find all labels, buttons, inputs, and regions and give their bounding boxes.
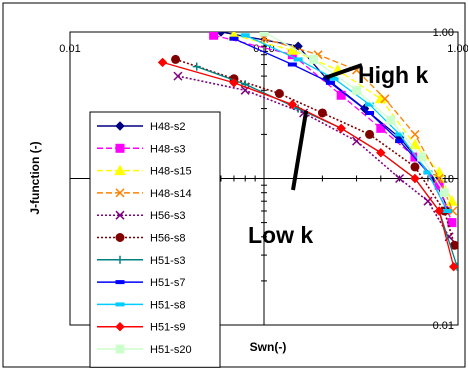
point-h48-s3 [209, 32, 219, 40]
point-h51-s9 [336, 123, 346, 134]
point-h51-s20 [417, 152, 427, 162]
point-h56-s8 [171, 54, 181, 64]
point-h51-s3 [192, 62, 201, 71]
legend-item-h56-s3: H56-s3 [97, 210, 185, 222]
legend-item-h51-s7: H51-s7 [97, 277, 185, 289]
legend-marker-h51-s3 [116, 255, 124, 264]
legend-box [89, 111, 221, 368]
point-h51-s9 [434, 206, 444, 216]
high-k-pointer [325, 63, 363, 80]
point-h48-s14 [448, 206, 458, 216]
y-tick-label: 1.00 [433, 27, 454, 39]
point-h48-s2 [216, 32, 226, 37]
legend-marker-h51-s8 [115, 302, 125, 307]
point-h51-s7 [325, 80, 335, 85]
point-h51-s8 [240, 33, 250, 38]
legend-marker-h51-s9 [115, 321, 125, 332]
point-h51-s9 [448, 261, 458, 272]
point-h56-s3 [352, 136, 362, 146]
legend-item-h51-s9: H51-s9 [97, 322, 185, 334]
legend-label-h48-s14: H48-s14 [150, 188, 192, 200]
series-line-h56-s8 [175, 58, 456, 246]
legend-label-h48-s2: H48-s2 [150, 121, 185, 133]
point-h48-s14 [380, 94, 390, 104]
point-h56-s8 [274, 89, 284, 99]
legend-item-h48-s3: H48-s3 [97, 143, 185, 155]
legend-label-h51-s20: H51-s20 [150, 344, 192, 356]
legend-item-h48-s15: H48-s15 [97, 164, 192, 178]
legend-marker-h48-s3 [115, 143, 125, 153]
series-line-h51-s9 [162, 61, 455, 267]
legend-label-h48-s15: H48-s15 [150, 166, 192, 178]
point-h51-s20 [439, 188, 449, 198]
high-k-label: High k [358, 62, 428, 88]
point-h51-s9 [410, 173, 420, 184]
point-h48-s14 [410, 129, 420, 139]
point-h51-s9 [157, 57, 168, 68]
point-h51-s7 [287, 62, 297, 67]
point-h51-s7 [365, 110, 375, 115]
series-line-h51-s20 [263, 32, 445, 194]
legend-label-h56-s3: H56-s3 [150, 210, 185, 222]
legend-marker-h51-s20 [115, 344, 125, 354]
legend-label-h48-s3: H48-s3 [150, 143, 185, 155]
legend-marker-h48-s2 [115, 121, 125, 131]
annotations: J-function (-) Swn(-) High k Low k [28, 62, 428, 354]
legend-label-h51-s8: H51-s8 [150, 299, 185, 311]
series-h51-s9 [157, 57, 458, 272]
point-h51-s20 [386, 115, 396, 125]
series-h51-s20 [259, 32, 449, 198]
legend-item-h51-s8: H51-s8 [97, 299, 185, 311]
point-h51-s8 [442, 209, 452, 214]
point-h51-s20 [259, 32, 269, 37]
x-axis-label: Swn(-) [250, 340, 287, 354]
legend-label-h51-s3: H51-s3 [150, 255, 185, 267]
legend-marker-h48-s14 [115, 188, 125, 198]
axes: 0.01 0.10 1.001.000.100.01 [59, 27, 468, 332]
legend-item-h48-s2: H48-s2 [97, 121, 185, 133]
x-tick-label: 1.00 [447, 43, 468, 55]
legend-marker-h48-s15 [114, 164, 126, 176]
point-h56-s8 [317, 108, 327, 118]
point-h56-s8 [365, 129, 375, 139]
legend-marker-h51-s7 [115, 280, 125, 285]
series-h51-s8 [240, 33, 452, 214]
point-h56-s3 [395, 173, 405, 184]
point-h56-s3 [173, 71, 183, 81]
point-h51-s7 [229, 36, 239, 41]
low-k-pointer [291, 110, 309, 191]
point-h51-s8 [329, 76, 339, 81]
point-h51-s9 [376, 147, 386, 158]
point-h51-s20 [352, 85, 362, 95]
legend-item-h51-s3: H51-s3 [97, 255, 185, 267]
y-axis-label: J-function (-) [28, 141, 42, 214]
y-tick-label: 0.01 [433, 320, 454, 332]
legend-marker-h56-s8 [115, 233, 125, 242]
legend-item-h51-s20: H51-s20 [97, 344, 192, 356]
point-h51-s8 [293, 57, 303, 62]
point-h56-s8 [410, 162, 420, 172]
point-h51-s9 [229, 78, 239, 88]
low-k-label: Low k [248, 222, 313, 248]
point-h51-s20 [309, 54, 319, 64]
point-h51-s7 [395, 139, 405, 144]
legend-label-h56-s8: H56-s8 [150, 233, 185, 245]
legend-marker-h56-s3 [115, 210, 125, 220]
legend: H48-s2 H48-s3 H48-s15 H48-s14 H56-s3 H56-s8 H5… [89, 111, 221, 368]
legend-item-h56-s8: H56-s8 [97, 233, 185, 245]
point-h51-s8 [395, 132, 405, 137]
point-h51-s9 [287, 99, 298, 110]
legend-label-h51-s9: H51-s9 [150, 322, 185, 334]
legend-label-h51-s7: H51-s7 [150, 277, 185, 289]
x-tick-label: 0.01 [59, 43, 80, 55]
legend-item-h48-s14: H48-s14 [97, 188, 192, 200]
series-group [157, 32, 458, 272]
